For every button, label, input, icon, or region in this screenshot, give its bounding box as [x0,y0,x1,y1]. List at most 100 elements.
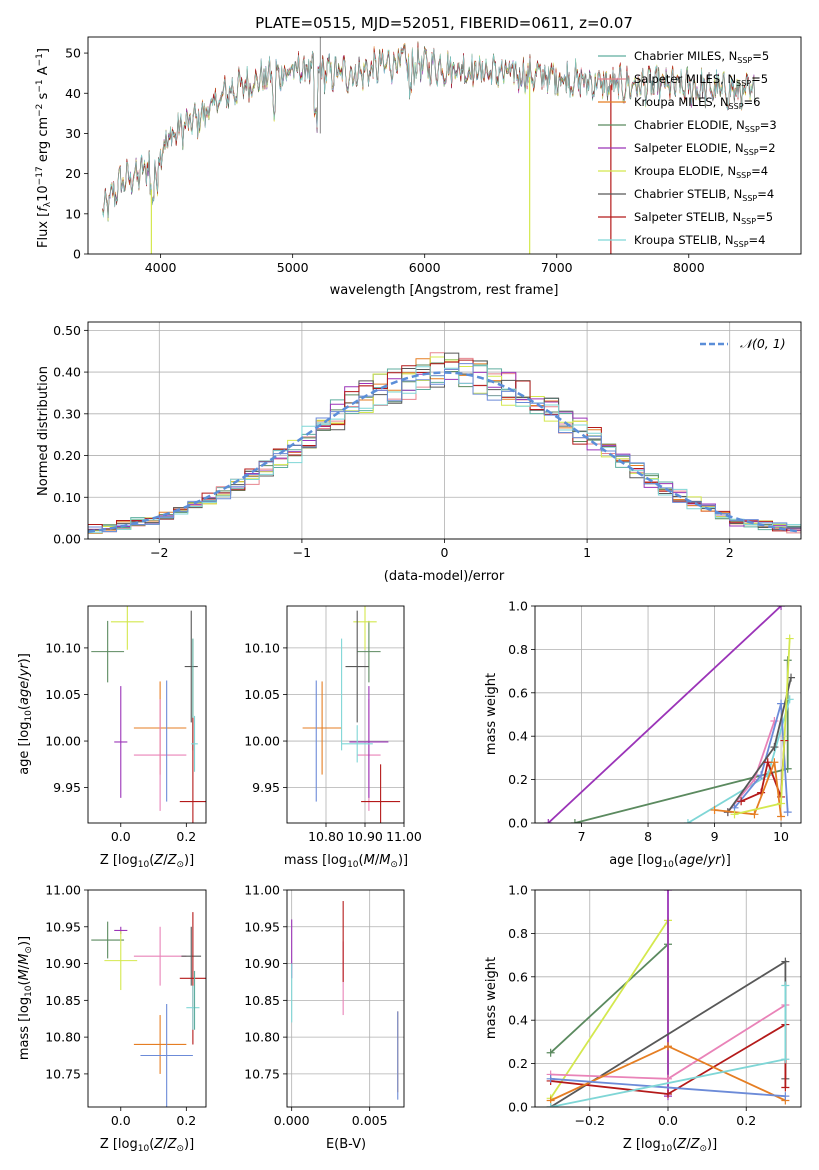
massweight-point-marker [683,819,692,823]
y-tick-label: 10.10 [244,640,280,655]
y-tick-label: 10.05 [45,687,81,702]
massweight-vs-metallicity-panel: −0.2 0.0 0.2 0.0 0.2 0.4 0.6 0.8 1.0 [508,883,802,1128]
massweight-point-marker [737,797,746,806]
y-tick-label: 0.0 [508,1100,528,1115]
massweight-point-marker [785,634,794,643]
x-tick-label: −1 [293,545,311,560]
y-tick-label: 1.0 [508,883,528,898]
y-tick-label: 9.95 [53,780,81,795]
axes-frame [534,605,802,824]
histogram-step-series [88,363,801,539]
spectrum-series-line [102,47,756,218]
massweight-point-marker [781,957,790,966]
x-tick-label: 1 [583,545,591,560]
x-tick-label: 0.0 [111,829,131,844]
y-tick-label: 0.2 [508,772,528,787]
y-tick-label: 0.6 [508,969,528,984]
x-tick-label: −2 [150,545,168,560]
massweight-point-marker [770,758,779,767]
y-tick-label: 20 [65,166,81,181]
x-tick-label: 0.0 [658,1113,678,1128]
y-tick-label: 10.10 [45,640,81,655]
y-tick-label: 0.20 [53,448,81,463]
histogram-plot-area: −2 −1 0 1 2 0.00 0.10 0.20 0.30 0.40 0.50 [53,321,802,560]
plot-clip [546,890,790,1107]
y-tick-label: 1.0 [508,599,528,614]
massweight-point-marker [781,1092,790,1101]
plot-clip [102,37,756,254]
y-tick-label: 10.75 [45,1066,81,1081]
axes-frame [286,889,405,1108]
massweight-series-line [549,943,669,1054]
legend-entry: Chabrier ELODIE, NSSP=3 [634,118,777,134]
legend-entry: Salpeter STELIB, NSSP=5 [634,210,773,226]
x-tick-label: 9 [711,829,719,844]
massweight-point-marker [546,1103,555,1107]
axes-frame [87,321,802,540]
legend-entry: Kroupa MILES, NSSP=6 [634,95,760,111]
x-tick-label: 2 [726,545,734,560]
histogram-legend-label: 𝒩(0, 1) [740,336,786,351]
massweight-series-line [733,703,789,813]
mass-vs-extinction-panel: 0.000 0.005 10.75 10.80 10.85 10.90 10.95 11.00 [244,883,405,1128]
massZ-xlabel: Z [log10(Z/Z⊙)] [100,1137,194,1154]
y-tick-label: 10.80 [45,1030,81,1045]
legend-entry: Kroupa ELODIE, NSSP=4 [634,164,768,180]
x-tick-label: −0.2 [575,1113,605,1128]
y-tick-label: 10.95 [244,919,280,934]
massweight-point-marker [777,699,786,708]
x-tick-label: 7000 [541,260,573,275]
massweight-point-marker [664,1074,672,1083]
y-tick-label: 10.00 [244,734,280,749]
massweight-point-marker [781,981,790,990]
axes-frame [87,605,207,824]
legend-entry: Chabrier MILES, NSSP=5 [634,49,769,65]
massweight-point-marker [570,819,579,823]
legend-entry: Chabrier STELIB, NSSP=4 [634,187,774,203]
age-vs-metallicity-panel: 0.0 0.2 9.95 10.00 10.05 10.10 [45,605,207,844]
ageZ-xlabel: Z [log10(Z/Z⊙)] [100,853,194,870]
x-tick-label: 0.005 [352,1113,388,1128]
x-tick-label: 4000 [145,260,177,275]
x-tick-label: 0.2 [176,829,196,844]
massweight-series-line [714,761,782,817]
x-tick-label: 0 [441,545,449,560]
legend-entry: Salpeter MILES, NSSP=5 [634,72,768,88]
y-tick-label: 10 [65,206,81,221]
plot-clip [291,901,399,1100]
y-tick-label: 10.05 [244,687,280,702]
massweight-point-marker [777,799,786,808]
x-tick-label: 6000 [409,260,441,275]
y-tick-label: 0.40 [53,365,81,380]
massweight-point-marker [770,743,779,752]
axes-frame [87,36,802,255]
y-tick-label: 10.75 [244,1066,280,1081]
plot-clip [91,606,206,823]
x-tick-label: 0.2 [736,1113,756,1128]
residual-histogram-panel: −2 −1 0 1 20.000.100.200.300.400.50 𝒩(0, 1) … [36,321,802,584]
figure-title: PLATE=0515, MJD=52051, FIBERID=0611, z=0… [255,14,633,32]
y-tick-label: 10.90 [244,956,280,971]
ageM-xlabel: mass [log10(M/M⊙)] [284,853,408,870]
massweight-point-marker [777,606,786,610]
x-tick-label: 10.80 [308,829,344,844]
massweight-point-marker [664,1089,672,1098]
x-tick-label: 8000 [673,260,705,275]
axes-frame [286,605,405,824]
y-tick-label: 40 [65,86,81,101]
y-tick-label: 0.10 [53,490,81,505]
axes-frame [534,889,802,1108]
mwAge-ylabel: mass weight [484,673,499,755]
mwZ-xlabel: Z [log10(Z/Z⊙)] [623,1137,717,1154]
x-tick-label: 5000 [277,260,309,275]
y-tick-label: 0.8 [508,642,528,657]
y-tick-label: 0.0 [508,816,528,831]
massweight-point-marker [781,1083,790,1092]
massweight-point-marker [757,771,766,780]
spectrum-legend: Chabrier MILES, NSSP=5 Salpeter MILES, NS… [598,49,777,249]
gaussian-curve [88,371,801,533]
massweight-point-marker [546,1074,555,1083]
histogram-ylabel: Normed distribution [36,366,51,496]
ageZ-ylabel: age [log10(age/yr)] [17,653,34,775]
